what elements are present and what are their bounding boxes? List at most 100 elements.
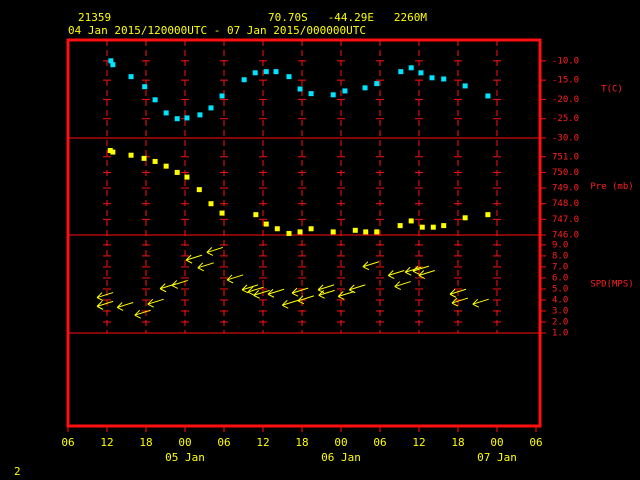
wind-arrow [317, 284, 335, 294]
x-tick-label: 18 [451, 436, 464, 449]
x-tick-label: 06 [217, 436, 230, 449]
point [184, 115, 190, 121]
point [441, 76, 447, 82]
wind-arrow [185, 254, 203, 264]
wind-arrow [472, 298, 489, 308]
point [252, 70, 258, 76]
wind-arrow [96, 300, 114, 310]
point [263, 221, 269, 227]
y-tick-label: -10.0 [552, 56, 579, 66]
wind-arrow [337, 290, 355, 300]
wind-arrow [348, 284, 366, 294]
wind-arrow [147, 298, 164, 308]
station-location: 70.70S -44.29E 2260M [268, 11, 427, 24]
y-tick-label: -20.0 [552, 95, 579, 105]
point [441, 223, 447, 229]
wind-arrow [291, 287, 309, 297]
point [128, 152, 134, 158]
x-tick-label: 00 [334, 436, 347, 449]
y-tick-label: 3.0 [552, 306, 568, 316]
period: 04 Jan 2015/120000UTC - 07 Jan 2015/0000… [68, 24, 366, 37]
point [163, 110, 169, 116]
y-tick-label: 9.0 [552, 240, 568, 250]
point [374, 81, 380, 87]
point [297, 86, 303, 92]
point [418, 70, 424, 76]
wind-arrow [449, 288, 467, 298]
wind-arrow [226, 274, 244, 284]
point [263, 69, 269, 75]
station-id: 21359 [78, 11, 111, 24]
point [110, 149, 116, 155]
y-tick-label: 5.0 [552, 284, 568, 294]
y-tick-label: 7.0 [552, 262, 568, 272]
x-tick-label: 06 [529, 436, 542, 449]
y-tick-label: -25.0 [552, 114, 579, 124]
point [363, 229, 369, 235]
point [128, 74, 134, 80]
point [330, 92, 336, 98]
wind-arrow [362, 261, 380, 271]
point [308, 226, 314, 232]
point [241, 77, 247, 83]
point [342, 88, 348, 94]
wind-arrow [253, 289, 270, 299]
point [163, 163, 169, 169]
point [286, 74, 292, 80]
wind-arrow [394, 281, 411, 290]
point [142, 84, 148, 90]
x-tick-label: 12 [100, 436, 113, 449]
y-tick-label: 2.0 [552, 317, 568, 327]
x-tick-label: 18 [295, 436, 308, 449]
date-label: 07 Jan [477, 451, 517, 464]
point [408, 65, 414, 71]
y-tick-label: 8.0 [552, 251, 568, 261]
y-tick-label: 751.0 [552, 152, 579, 162]
point [408, 218, 414, 224]
y-tick-label: -15.0 [552, 76, 579, 86]
y-tick-label: 748.0 [552, 199, 579, 209]
y-tick-label: 750.0 [552, 168, 579, 178]
point [141, 155, 147, 161]
point [429, 75, 435, 81]
panel-label: SPD(MPS) [590, 280, 633, 290]
point [485, 212, 491, 218]
date-label: 05 Jan [165, 451, 205, 464]
wind-arrow [404, 266, 422, 276]
wind-arrow [412, 265, 430, 275]
point [107, 148, 113, 154]
page-number: 2 [14, 465, 21, 478]
panel-label: Pre (mb) [590, 182, 633, 192]
frame [66, 38, 542, 428]
point [174, 116, 180, 122]
date-label: 06 Jan [321, 451, 361, 464]
wind-arrow [297, 295, 315, 305]
point [274, 226, 280, 232]
x-tick-label: 06 [61, 436, 74, 449]
wind-arrow [116, 301, 134, 311]
x-tick-label: 00 [490, 436, 503, 449]
y-tick-label: 749.0 [552, 184, 579, 194]
point [308, 91, 314, 97]
y-tick-label: 1.0 [552, 329, 568, 339]
x-tick-label: 06 [373, 436, 386, 449]
point [286, 230, 292, 236]
x-tick-label: 18 [139, 436, 152, 449]
wind-arrow [206, 246, 224, 256]
point [398, 69, 404, 75]
x-tick-label: 00 [178, 436, 191, 449]
wind-arrow [318, 289, 335, 299]
point [462, 83, 468, 89]
point [352, 227, 358, 233]
wind-arrow [281, 299, 299, 309]
point [330, 229, 336, 235]
wind-arrow [418, 270, 435, 279]
wind-arrow [241, 284, 259, 294]
point [110, 62, 116, 68]
point [208, 201, 214, 207]
point [462, 215, 468, 221]
wind-arrow [267, 288, 285, 298]
wind-arrow [387, 270, 405, 279]
wind-arrow [96, 292, 114, 302]
